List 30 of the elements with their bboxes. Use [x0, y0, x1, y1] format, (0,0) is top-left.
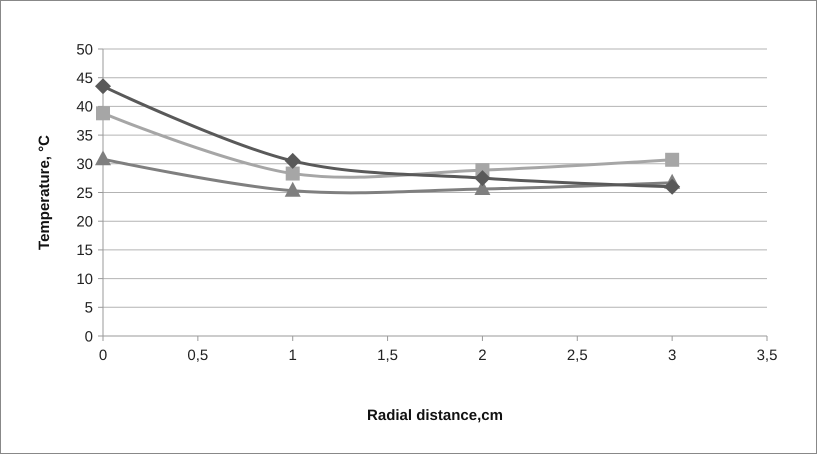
x-tick-label: 2,5	[566, 347, 588, 364]
y-tick-label: 20	[76, 213, 93, 230]
y-tick-label: 5	[84, 300, 93, 317]
x-axis-title: Radial distance,cm	[367, 407, 503, 424]
x-tick-label: 1,5	[377, 347, 398, 364]
y-tick-label: 25	[76, 184, 93, 202]
x-tick-label: 2	[478, 347, 487, 364]
point	[664, 178, 680, 195]
x-tick-label: 0,5	[187, 347, 208, 364]
y-axis-title: Temperature, °C	[36, 134, 53, 250]
x-tick-label: 3,5	[756, 347, 778, 364]
x-tick-label: 3	[668, 347, 676, 364]
y-tick-label: 35	[76, 127, 93, 144]
point	[286, 166, 300, 181]
y-tick-label: 50	[76, 41, 93, 58]
y-tick-label: 30	[76, 156, 93, 174]
y-tick-label: 0	[84, 328, 93, 346]
point	[474, 170, 490, 186]
y-tick-label: 40	[76, 98, 93, 116]
y-tick-label: 15	[76, 242, 93, 260]
point	[284, 182, 301, 197]
point	[95, 150, 111, 166]
point	[96, 106, 110, 120]
point	[665, 152, 680, 167]
y-tick-label: 10	[76, 270, 93, 288]
point	[95, 78, 111, 94]
y-tick-label: 45	[76, 70, 93, 87]
x-tick-label: 1	[288, 347, 297, 364]
x-tick-label: 0	[98, 347, 108, 364]
point	[284, 152, 301, 169]
